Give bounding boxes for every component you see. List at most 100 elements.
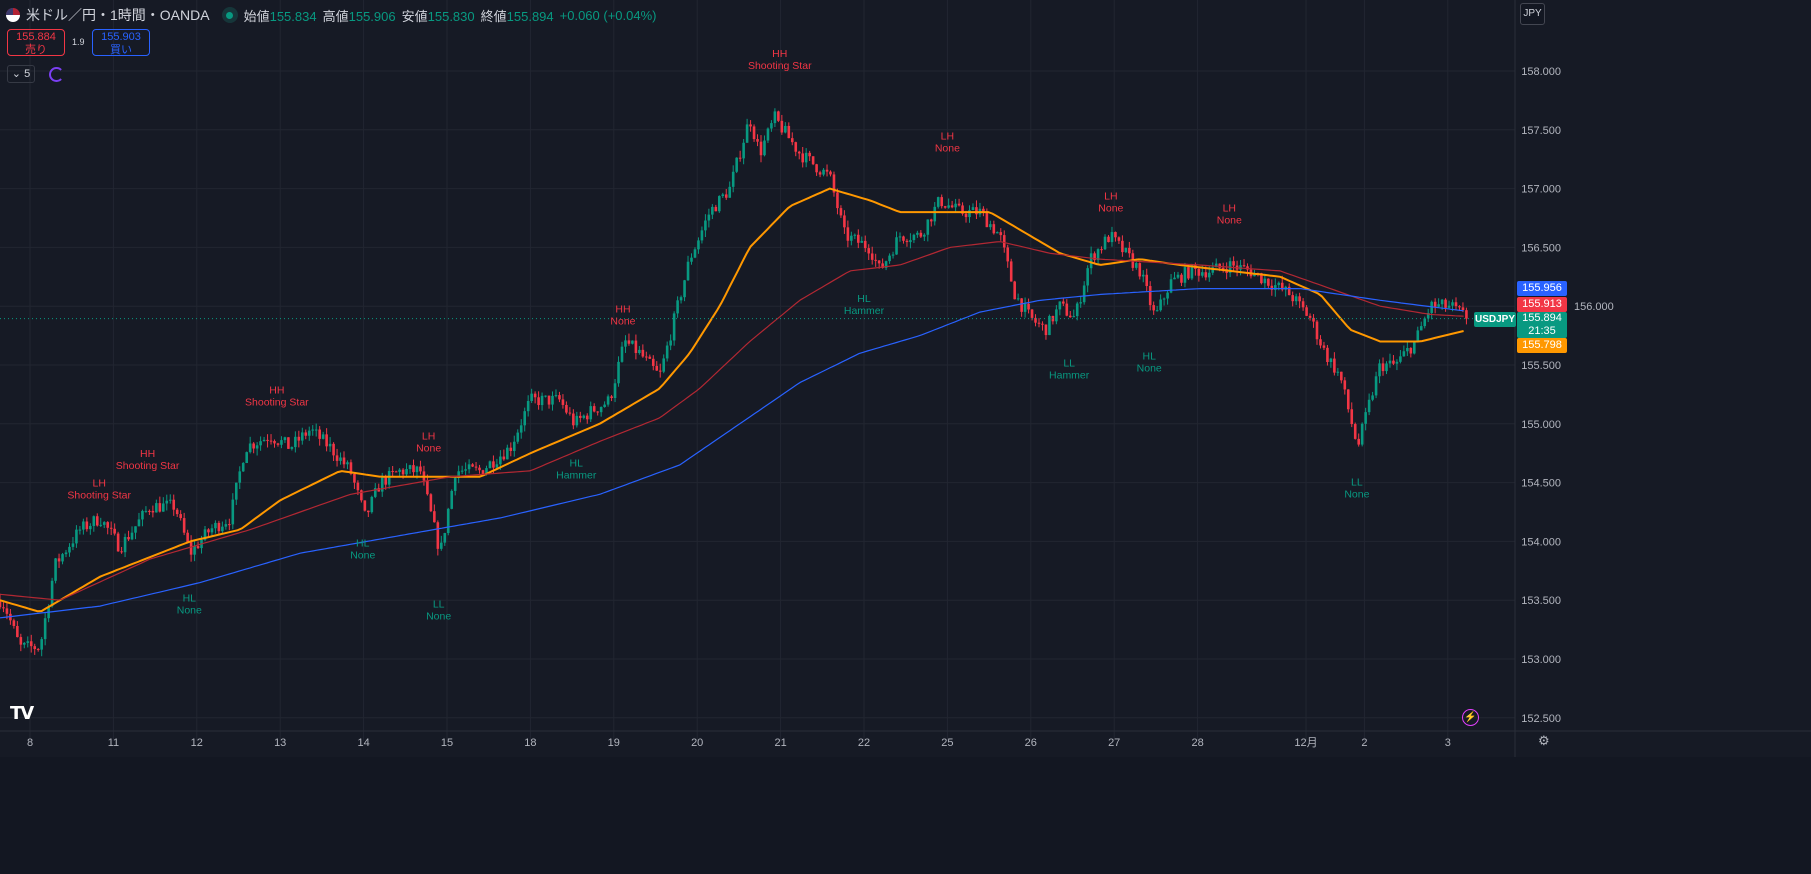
buy-button[interactable]: 155.903 買い: [92, 29, 150, 56]
candle-body: [690, 257, 693, 262]
candle-body: [592, 406, 596, 412]
candle-body: [367, 510, 370, 513]
indicators-toggle-button[interactable]: ⌄ 5: [7, 65, 35, 83]
candle-body: [1419, 326, 1423, 331]
candle-body: [919, 232, 923, 237]
candle-body: [870, 253, 874, 260]
candle-body: [221, 526, 224, 532]
candle-body: [839, 208, 843, 216]
candle-body: [1437, 304, 1440, 307]
candle-body: [537, 397, 540, 406]
pattern-label: Shooting Star: [748, 60, 812, 72]
candle-body: [1280, 282, 1284, 290]
open-label: 始値: [243, 8, 270, 24]
candle-body: [36, 649, 40, 651]
x-tick-label: 3: [1445, 737, 1451, 749]
candle-body: [940, 197, 944, 207]
candle-body: [1242, 265, 1246, 267]
indicators-count: 5: [24, 68, 31, 80]
symbol-title[interactable]: 米ドル／円・1時間・OANDA: [26, 7, 210, 23]
candle-body: [255, 445, 259, 449]
candle-body: [210, 528, 214, 533]
candle-body: [1277, 282, 1281, 286]
candle-body: [137, 519, 141, 527]
candle-body: [1044, 324, 1048, 336]
candle-body: [811, 156, 815, 165]
candle-body: [749, 124, 752, 127]
settings-gear-icon[interactable]: ⚙: [1538, 733, 1550, 748]
sell-label: 売り: [25, 44, 47, 56]
candle-body: [19, 637, 23, 645]
candle-body: [1013, 281, 1016, 300]
candle-body: [1336, 371, 1340, 373]
fast-ma-line: [0, 187, 1464, 613]
candle-body: [1159, 299, 1162, 311]
candle-body: [926, 219, 930, 235]
mid-ma-price-badge: 155.913: [1517, 297, 1567, 312]
candle-body: [481, 470, 485, 475]
candle-body: [1068, 315, 1072, 318]
candle-body: [999, 232, 1003, 236]
candle-body: [1166, 292, 1169, 299]
x-tick-label: 27: [1108, 737, 1120, 749]
candle-body: [5, 608, 9, 614]
candle-body: [662, 358, 666, 372]
candle-body: [1294, 296, 1298, 302]
candle-body: [825, 169, 829, 172]
y-tick-label: 154.500: [1521, 478, 1561, 490]
candle-body: [1027, 303, 1030, 310]
price-chart[interactable]: 158.000 157.500 157.000 156.500 156.000 155.5…: [0, 0, 1811, 757]
candle-body: [189, 542, 193, 555]
candle-body: [106, 522, 110, 528]
candle-body: [1110, 232, 1114, 243]
candle-body: [1378, 363, 1381, 377]
sync-icon[interactable]: [49, 67, 64, 82]
sell-button[interactable]: 155.884 売り: [7, 29, 65, 56]
candle-body: [585, 415, 589, 420]
candle-body: [1204, 272, 1208, 278]
x-tick-label: 8: [27, 737, 33, 749]
candle-body: [884, 261, 888, 268]
candle-body: [735, 157, 738, 172]
candle-body: [318, 429, 321, 439]
pattern-label: Shooting Star: [67, 489, 131, 501]
candle-body: [620, 346, 624, 362]
candle-body: [419, 466, 422, 472]
candle-body: [596, 411, 599, 413]
candle-body: [1075, 303, 1079, 317]
candle-body: [1009, 261, 1013, 282]
candle-body: [408, 465, 412, 470]
candle-body: [575, 415, 579, 426]
candle-body: [78, 529, 82, 531]
candle-body: [113, 528, 116, 534]
candle-body: [1357, 438, 1361, 445]
candle-body: [1072, 316, 1076, 318]
candle-body: [405, 469, 408, 475]
candle-body: [127, 537, 130, 540]
swing-label: LH: [93, 477, 106, 489]
alert-bolt-icon[interactable]: ⚡: [1462, 709, 1479, 726]
pattern-label: None: [610, 315, 635, 327]
candle-body: [947, 205, 950, 208]
tradingview-logo[interactable]: 𝗧𝗩: [10, 703, 34, 723]
currency-button[interactable]: JPY: [1520, 3, 1545, 25]
swing-label: LH: [1223, 202, 1236, 214]
candle-body: [123, 537, 127, 553]
low-value: 155.830: [427, 8, 475, 24]
candle-body: [311, 429, 315, 431]
candle-body: [179, 514, 182, 519]
candle-body: [1346, 389, 1350, 410]
candle-body: [1138, 263, 1142, 277]
candle-body: [808, 152, 811, 157]
candle-body: [1350, 409, 1354, 425]
candle-body: [1326, 347, 1329, 363]
candle-body: [304, 432, 308, 436]
candle-body: [572, 413, 575, 426]
candle-body: [203, 529, 207, 540]
candle-body: [85, 521, 89, 530]
chart-background: [0, 0, 1811, 757]
candle-body: [446, 508, 450, 534]
candle-body: [756, 139, 759, 142]
candle-body: [71, 543, 75, 547]
slow-ma-line: [0, 288, 1464, 619]
